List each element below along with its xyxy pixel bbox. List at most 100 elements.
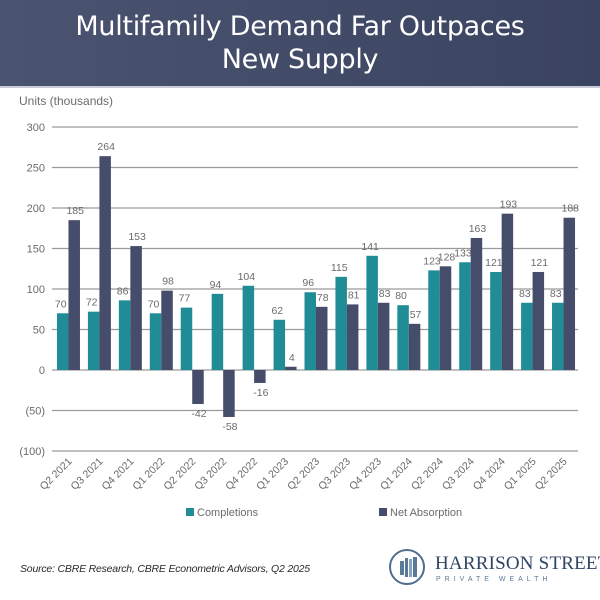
- bar-completions: [56, 313, 69, 370]
- data-label: 188: [562, 203, 580, 215]
- bar-net-absorption: [316, 306, 328, 370]
- bar-completions: [490, 271, 502, 370]
- chart-title-line-2: New Supply: [221, 44, 379, 75]
- bar-net-absorption: [501, 213, 514, 370]
- bar-completions: [211, 293, 224, 370]
- bar-net-absorption: [223, 370, 235, 417]
- bar-completions: [149, 313, 162, 370]
- bar-completions: [180, 307, 193, 370]
- data-labels: 701857226486153709877-4294-58104-1662496…: [55, 141, 579, 433]
- data-label: 193: [500, 199, 518, 211]
- y-tick-label: 150: [27, 244, 45, 256]
- x-tick-label: Q2 2021: [38, 456, 75, 493]
- bar-completions: [521, 302, 533, 370]
- bar-completions: [242, 285, 255, 370]
- x-tick-label: Q1 2023: [254, 456, 291, 493]
- data-label: 98: [162, 276, 174, 288]
- bar-completions: [304, 292, 316, 370]
- legend-net-absorption: Net Absorption: [379, 507, 462, 519]
- bar-net-absorption: [470, 237, 483, 370]
- bar-net-absorption: [439, 266, 452, 370]
- data-label: -42: [191, 408, 206, 420]
- data-label: 78: [317, 292, 329, 304]
- data-label: 153: [128, 231, 146, 243]
- x-tick-label: Q3 2022: [192, 456, 229, 493]
- x-tick-label: Q2 2023: [285, 456, 322, 493]
- data-label: 121: [485, 257, 503, 269]
- x-tick-label: Q4 2023: [347, 456, 384, 493]
- y-tick-label: 100: [27, 284, 45, 296]
- data-label: 264: [97, 141, 115, 153]
- bar-net-absorption: [254, 370, 266, 383]
- data-label: 163: [469, 223, 487, 235]
- x-tick-label: Q2 2025: [533, 456, 570, 493]
- y-tick-label: 200: [27, 203, 45, 215]
- y-tick-label: (50): [25, 406, 45, 418]
- bar-net-absorption: [285, 366, 297, 370]
- bar-net-absorption: [192, 370, 204, 405]
- bar-net-absorption: [563, 217, 576, 370]
- y-tick-labels: 300 250 200 150 100 50 0 (50) (100): [19, 122, 45, 458]
- chart-title-line-1: Multifamily Demand Far Outpaces: [75, 11, 525, 42]
- legend-completions: Completions: [186, 507, 259, 519]
- x-tick-label: Q3 2023: [316, 456, 353, 493]
- data-label: -16: [253, 387, 268, 399]
- data-label: 4: [289, 352, 295, 364]
- bar-net-absorption: [68, 220, 80, 370]
- bar-net-absorption: [377, 302, 390, 370]
- bar-completions: [459, 262, 471, 370]
- y-tick-label: (100): [19, 446, 45, 458]
- data-label: 70: [55, 298, 67, 310]
- data-label: 83: [519, 288, 531, 300]
- bar-net-absorption: [99, 156, 111, 370]
- data-label: 83: [379, 288, 391, 300]
- bar-completions: [118, 300, 131, 370]
- logo-name: HARRISON STREET: [435, 553, 600, 574]
- source-note: Source: CBRE Research, CBRE Econometric …: [20, 563, 310, 575]
- y-tick-label: 250: [27, 163, 45, 175]
- y-axis-label: Units (thousands): [19, 94, 114, 108]
- x-tick-label: Q2 2024: [409, 456, 446, 493]
- x-tick-label: Q4 2021: [99, 456, 136, 493]
- legend-completions-swatch: [186, 508, 194, 516]
- x-tick-label: Q1 2025: [502, 456, 539, 493]
- data-label: 80: [395, 290, 407, 302]
- data-label: 133: [454, 247, 472, 259]
- legend-net-absorption-label: Net Absorption: [390, 507, 462, 519]
- bar-completions: [273, 319, 286, 370]
- header-banner: Multifamily Demand Far Outpaces New Supp…: [0, 0, 600, 88]
- bar-net-absorption: [130, 246, 142, 370]
- data-label: 141: [361, 241, 379, 253]
- bars: [56, 156, 576, 417]
- bar-completions: [552, 302, 564, 370]
- data-label: 128: [438, 251, 456, 263]
- data-label: 72: [86, 297, 98, 309]
- legend-completions-label: Completions: [197, 507, 259, 519]
- data-label: -58: [222, 421, 237, 433]
- bar-completions: [335, 276, 347, 370]
- logo-tagline: PRIVATE WEALTH: [436, 576, 552, 583]
- harrison-street-logo: HARRISON STREET PRIVATE WEALTH: [389, 549, 600, 593]
- y-tick-label: 300: [27, 122, 45, 134]
- data-label: 81: [348, 289, 360, 301]
- data-label: 104: [238, 271, 256, 283]
- x-tick-label: Q4 2024: [471, 456, 508, 493]
- bar-completions: [366, 255, 378, 370]
- bar-net-absorption: [161, 290, 173, 370]
- legend-net-absorption-swatch: [379, 508, 387, 516]
- x-tick-label: Q3 2021: [69, 456, 106, 493]
- data-label: 96: [302, 277, 314, 289]
- bar-net-absorption: [532, 271, 545, 370]
- logo-emblem-icon: [389, 549, 425, 585]
- x-tick-label: Q4 2022: [223, 456, 260, 493]
- bar-completions: [397, 305, 409, 370]
- bar-completions: [428, 270, 440, 370]
- bar-net-absorption: [346, 304, 359, 370]
- data-label: 86: [117, 285, 129, 297]
- x-tick-label: Q2 2022: [161, 456, 198, 493]
- data-label: 123: [423, 255, 441, 267]
- data-label: 77: [179, 293, 191, 305]
- chart-title: Multifamily Demand Far Outpaces New Supp…: [0, 10, 600, 76]
- bar-completions: [87, 311, 100, 370]
